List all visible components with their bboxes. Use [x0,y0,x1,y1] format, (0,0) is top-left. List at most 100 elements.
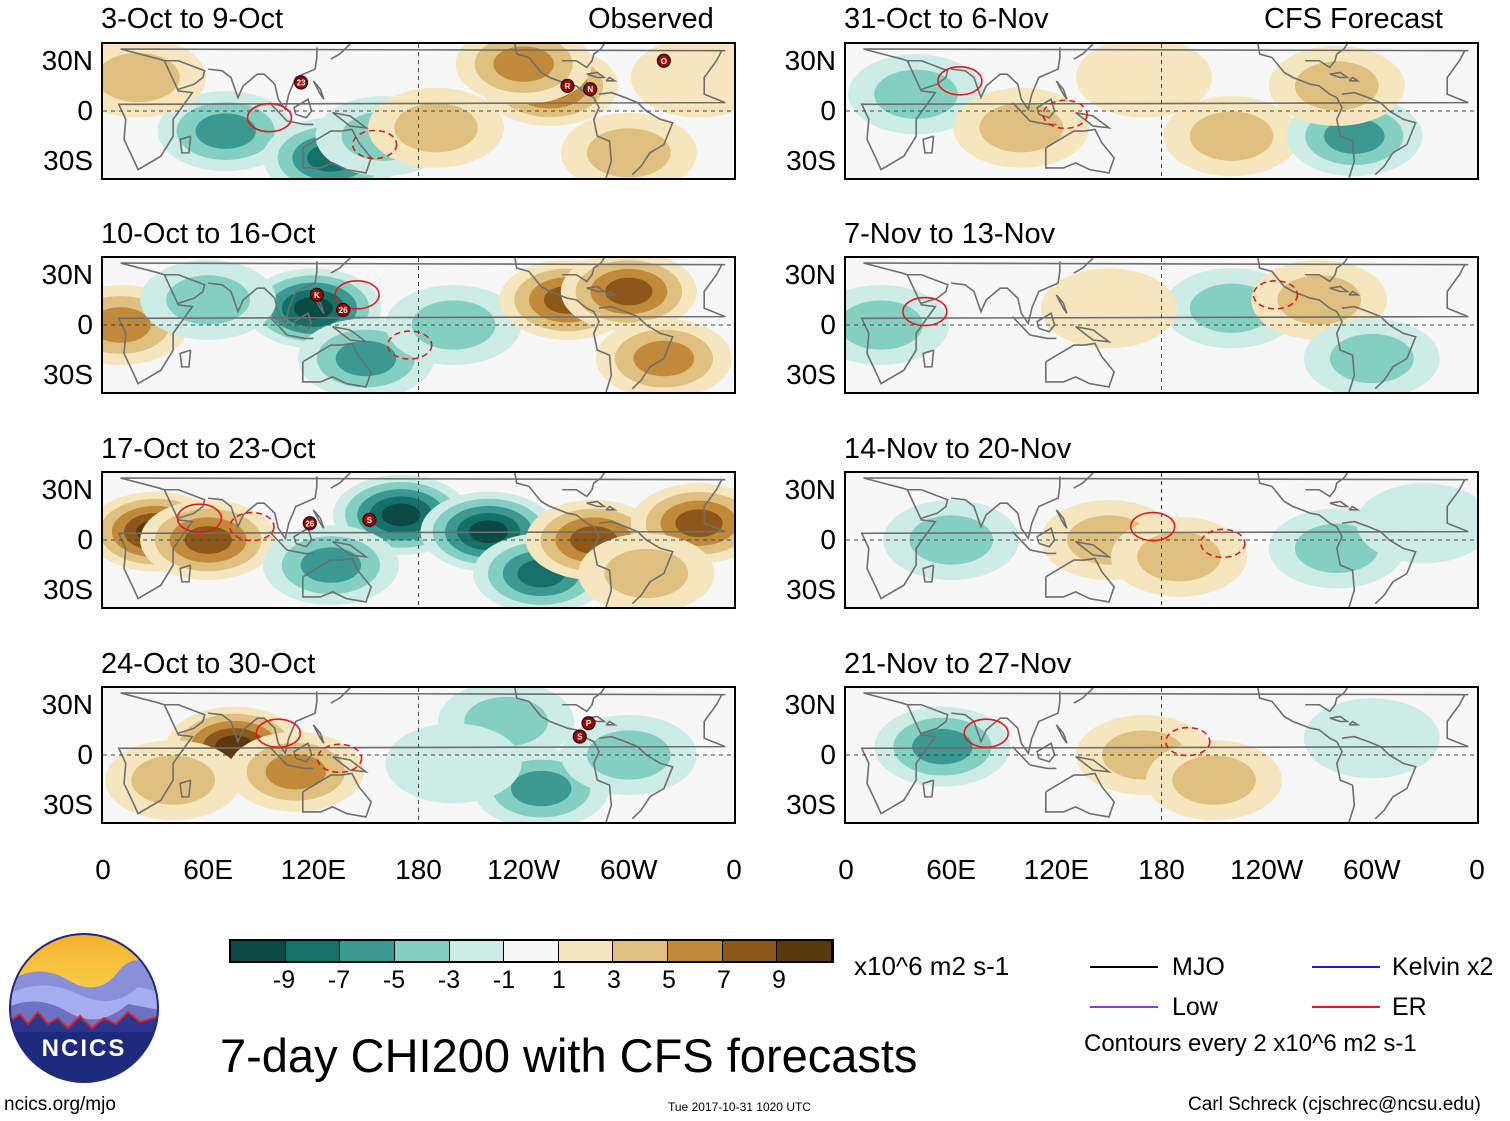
legend-label: Kelvin x2 [1392,953,1494,981]
er-contour [255,718,302,749]
colorbar-tick-label: 5 [662,966,676,994]
x-tick-label: 0 [726,854,742,885]
coastline [951,691,1061,756]
coastline [117,262,726,385]
y-tick-label: 30S [786,789,836,821]
coastline [312,80,325,100]
y-tick-label: 0 [77,309,93,340]
storm-marker: 23 [293,75,309,90]
colorbar-swatch [504,941,559,961]
anomaly-contour-fill [912,728,973,765]
legend-label: ER [1392,993,1427,1021]
forecast-map-panel [844,471,1479,609]
anomaly-contour-fill [335,340,397,377]
coastline [1011,316,1057,340]
er-contour [229,511,275,542]
forecast-map-panel [844,42,1479,180]
colorbar-tick-label: 3 [607,966,621,994]
anomaly-contour-fill [675,509,723,538]
coastline [951,476,1061,541]
forecast-map-panel [844,256,1479,394]
observed-map-panel: K 26 [101,256,736,394]
coastline [312,724,325,744]
coastline [164,703,206,734]
footer-url[interactable]: ncics.org/mjo [4,1094,116,1115]
coastline [1036,742,1056,763]
er-contour [902,296,948,327]
coastline [922,135,935,154]
heatmap-svg: PS [103,688,734,822]
coastline [598,735,674,820]
coastline [1075,325,1112,343]
colorbar-tick-label: -5 [382,966,406,994]
coastline [332,540,369,558]
coastline [860,48,1469,171]
er-contour [937,66,983,96]
anomaly-contour-fill [195,113,256,149]
coastline [330,258,351,274]
coastline [1257,258,1356,392]
observed-map-panel: 23 R N O [101,42,736,180]
y-tick-label: 30S [786,145,836,177]
coastline [332,325,369,343]
coastline [1073,688,1094,704]
x-tick-label: 120W [1230,854,1304,885]
coastline [907,59,949,90]
coastline [164,488,206,519]
observed-label: Observed [588,3,714,35]
colorbar-swatch [722,941,778,961]
colorbar-swatch [449,941,505,961]
coastline [330,44,351,60]
coastline [951,261,1061,326]
coastline [330,473,351,489]
legend-line-swatch [1090,966,1158,968]
y-tick-label: 0 [820,739,836,770]
coastline [208,47,318,112]
colorbar-tick-label: 9 [772,966,786,994]
x-tick-label: 120E [1023,854,1090,885]
x-tick-label: 60E [183,854,234,885]
y-tick-label: 30S [786,574,836,606]
legend-line-swatch [1090,1006,1158,1008]
storm-marker: N [583,82,598,97]
heatmap-svg: 23 R N O [103,44,734,178]
coastline [605,290,618,296]
anomaly-contour-fill [1329,333,1414,384]
coastline [1257,473,1356,607]
storm-marker: K [309,287,324,302]
y-tick-label: 0 [77,95,93,126]
coastline [302,342,373,388]
storm-marker: S [362,512,377,528]
coastline [1055,509,1068,529]
coastline [293,742,313,763]
y-tick-label: 0 [820,524,836,555]
coastline [598,305,674,390]
heatmap-svg [846,44,1477,178]
coastline [1045,342,1116,388]
coastline [1348,720,1361,726]
storm-marker: R [560,78,575,93]
colorbar-swatch [558,941,614,961]
coastline [951,47,1061,112]
anomaly-contour-fill [381,503,421,527]
panel-title: 21-Nov to 27-Nov [844,648,1072,680]
storm-icon [362,512,377,528]
coastline [1036,527,1056,548]
anomaly-contour-fill [1303,698,1440,779]
coastline [179,349,192,368]
storm-icon [581,716,596,731]
x-tick-label: 0 [95,854,111,885]
coastline [1341,520,1417,605]
storm-marker: P [581,716,596,731]
coastline [1348,76,1361,82]
panel-title: 31-Oct to 6-Nov [844,3,1049,35]
coastline [293,98,313,119]
coastline [208,691,318,756]
colorbar [229,939,834,963]
coastline [514,258,613,392]
coastline [293,527,313,548]
x-tick-label: 60W [600,854,658,885]
coastline [562,688,605,713]
anomaly-contour-fill [103,307,151,343]
anomaly-contour-fill [605,277,653,306]
